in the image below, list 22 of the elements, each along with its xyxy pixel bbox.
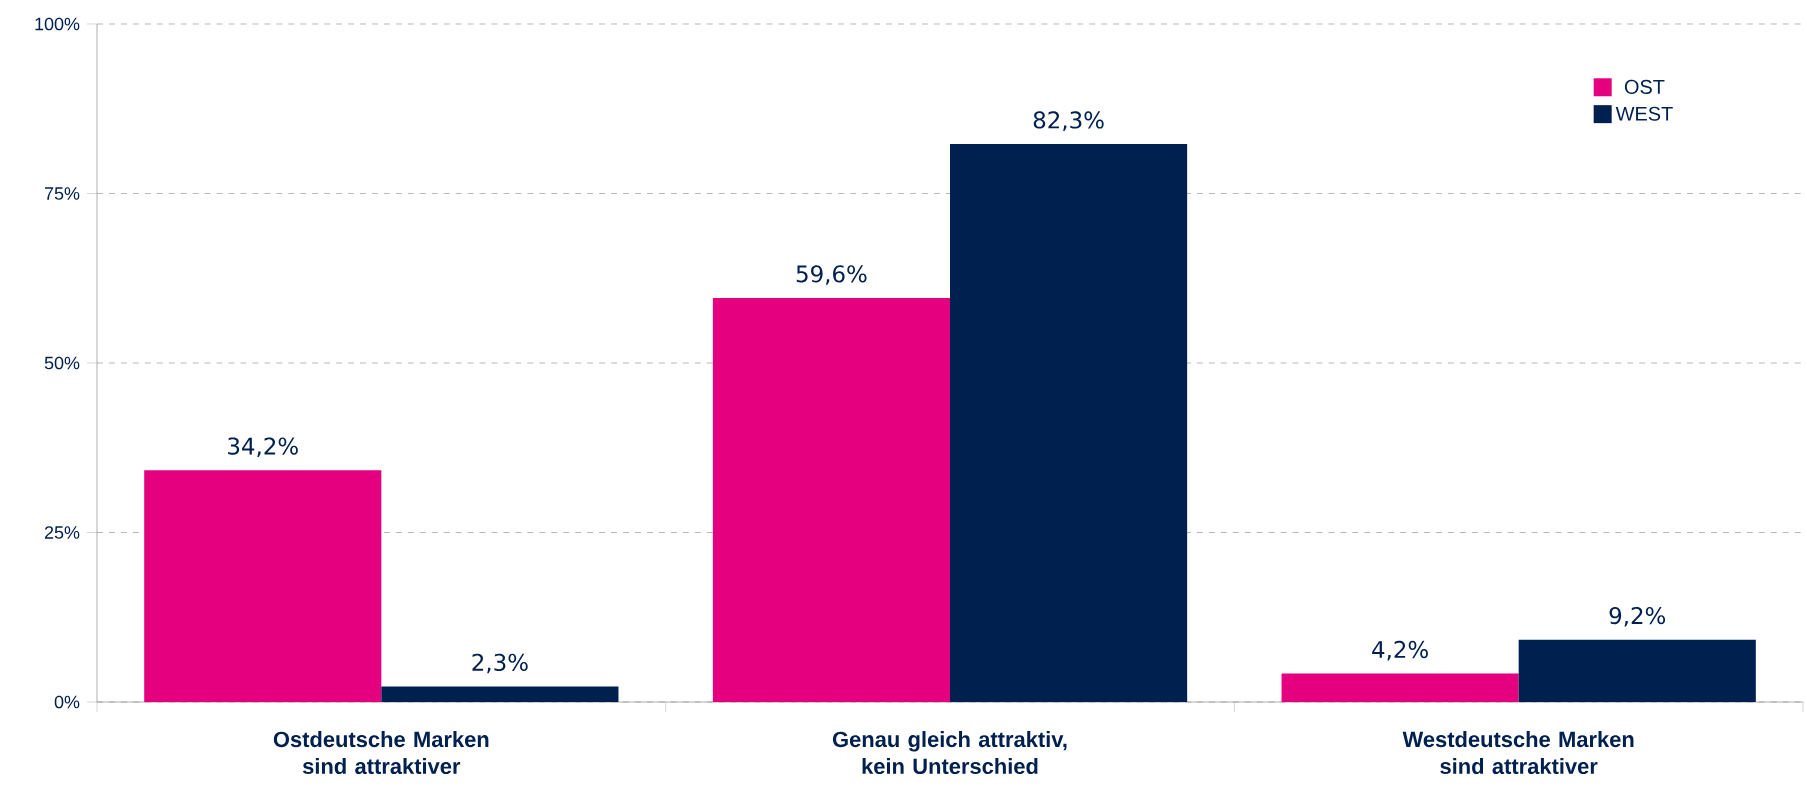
data-label: 59,6% (796, 265, 867, 285)
x-tick-label: Ostdeutsche Marken sind attraktiver (273, 731, 489, 775)
bar (381, 686, 619, 702)
y-tick-label: 50% (44, 356, 80, 370)
data-label: 9,2% (1609, 606, 1666, 627)
bar (950, 144, 1188, 702)
bar (1281, 673, 1519, 702)
y-tick-label: 25% (44, 526, 80, 539)
data-label: 2,3% (472, 653, 528, 674)
legend-label: WEST (1615, 106, 1673, 121)
legend-label: OST (1624, 79, 1665, 94)
data-label: 34,2% (228, 437, 298, 458)
x-tick-label: Genau gleich attraktiv, kein Unterschied (832, 731, 1067, 775)
y-tick-label: 75% (44, 187, 80, 200)
bar (144, 470, 382, 702)
bar (1518, 639, 1756, 702)
data-label: 4,2% (1372, 640, 1428, 661)
y-tick-label: 100% (35, 17, 80, 31)
x-tick-label: Westdeutsche Marken sind attraktiver (1402, 731, 1634, 775)
data-label: 82,3% (1033, 111, 1104, 131)
bar (712, 297, 951, 702)
y-tick-label: 0% (54, 695, 80, 709)
